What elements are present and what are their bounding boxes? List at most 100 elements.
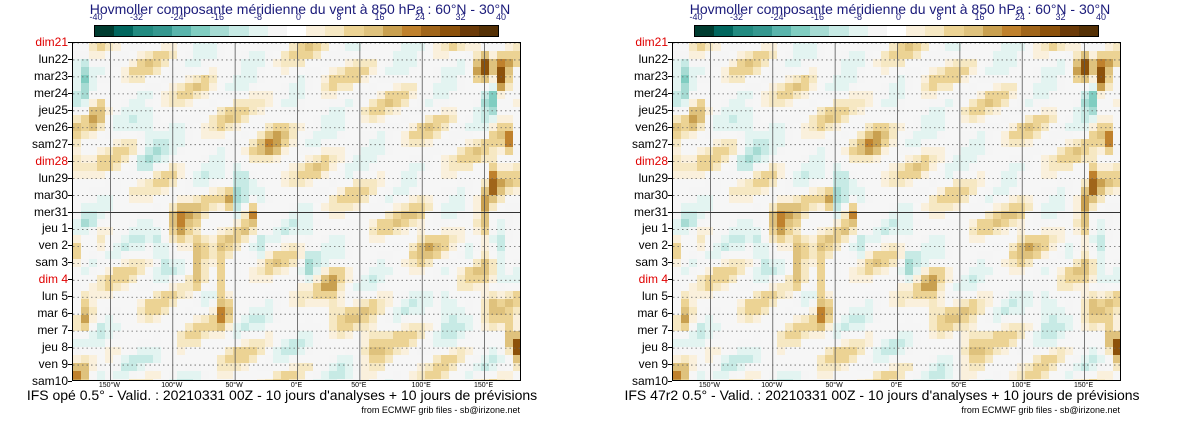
wind-field-cell bbox=[401, 211, 409, 219]
wind-field-cell bbox=[737, 163, 745, 171]
wind-field-cell bbox=[433, 91, 441, 99]
wind-field-cell bbox=[89, 251, 97, 259]
wind-field-cell bbox=[1081, 355, 1089, 363]
wind-field-cell bbox=[817, 363, 825, 371]
wind-field-cell bbox=[697, 315, 705, 323]
wind-field-cell bbox=[305, 275, 313, 283]
wind-field-cell bbox=[921, 43, 929, 51]
wind-field-cell bbox=[385, 59, 393, 67]
wind-field-cell bbox=[361, 267, 369, 275]
wind-field-cell bbox=[953, 355, 961, 363]
wind-field-cell bbox=[689, 379, 697, 380]
wind-field-cell bbox=[377, 331, 385, 339]
wind-field-cell bbox=[241, 187, 249, 195]
wind-field-cell bbox=[425, 163, 433, 171]
wind-field-cell bbox=[481, 251, 489, 259]
wind-field-cell bbox=[817, 131, 825, 139]
wind-field-cell bbox=[433, 147, 441, 155]
wind-field-cell bbox=[953, 187, 961, 195]
wind-field-cell bbox=[889, 163, 897, 171]
wind-field-cell bbox=[425, 347, 433, 355]
wind-field-cell bbox=[233, 171, 241, 179]
wind-field-cell bbox=[265, 379, 273, 380]
wind-field-cell bbox=[673, 59, 681, 67]
wind-field-cell bbox=[809, 43, 817, 51]
wind-field-cell bbox=[1033, 267, 1041, 275]
wind-field-cell bbox=[113, 131, 121, 139]
wind-field-cell bbox=[209, 179, 217, 187]
wind-field-cell bbox=[153, 275, 161, 283]
wind-field-cell bbox=[913, 163, 921, 171]
wind-field-cell bbox=[737, 59, 745, 67]
wind-field-cell bbox=[289, 43, 297, 51]
wind-field-cell bbox=[761, 291, 769, 299]
wind-field-cell bbox=[137, 307, 145, 315]
wind-field-cell bbox=[489, 267, 497, 275]
wind-field-cell bbox=[497, 211, 505, 219]
wind-field-cell bbox=[129, 163, 137, 171]
wind-field-cell bbox=[313, 339, 321, 347]
wind-field-cell bbox=[865, 251, 873, 259]
wind-field-cell bbox=[401, 187, 409, 195]
wind-field-cell bbox=[681, 203, 689, 211]
wind-field-cell bbox=[385, 123, 393, 131]
wind-field-cell bbox=[225, 123, 233, 131]
wind-field-cell bbox=[185, 243, 193, 251]
wind-field-cell bbox=[1009, 219, 1017, 227]
wind-field-cell bbox=[161, 179, 169, 187]
colorbar-swatch bbox=[344, 26, 364, 36]
wind-field-cell bbox=[369, 115, 377, 123]
wind-field-cell bbox=[857, 187, 865, 195]
wind-field-cell bbox=[113, 187, 121, 195]
wind-field-cell bbox=[505, 307, 513, 315]
y-tick-mark bbox=[68, 313, 72, 315]
wind-field-cell bbox=[337, 83, 345, 91]
wind-field-cell bbox=[889, 83, 897, 91]
wind-field-cell bbox=[393, 339, 401, 347]
wind-field-cell bbox=[793, 83, 801, 91]
wind-field-cell bbox=[841, 99, 849, 107]
wind-field-cell bbox=[1049, 115, 1057, 123]
wind-field-cell bbox=[345, 195, 353, 203]
wind-field-cell bbox=[897, 323, 905, 331]
wind-field-cell bbox=[329, 91, 337, 99]
wind-field-cell bbox=[753, 83, 761, 91]
wind-field-cell bbox=[265, 275, 273, 283]
wind-field-cell bbox=[889, 227, 897, 235]
wind-field-cell bbox=[1057, 187, 1065, 195]
wind-field-cell bbox=[961, 155, 969, 163]
wind-field-cell bbox=[913, 339, 921, 347]
wind-field-cell bbox=[457, 227, 465, 235]
wind-field-cell bbox=[1065, 139, 1073, 147]
wind-field-cell bbox=[849, 139, 857, 147]
wind-field-cell bbox=[961, 275, 969, 283]
wind-field-cell bbox=[841, 363, 849, 371]
wind-field-cell bbox=[865, 379, 873, 380]
wind-field-cell bbox=[185, 275, 193, 283]
wind-field-cell bbox=[929, 147, 937, 155]
wind-field-cell bbox=[841, 323, 849, 331]
wind-field-cell bbox=[257, 227, 265, 235]
wind-field-cell bbox=[297, 251, 305, 259]
wind-field-cell bbox=[1025, 91, 1033, 99]
wind-field-cell bbox=[1081, 99, 1089, 107]
wind-field-cell bbox=[353, 163, 361, 171]
wind-field-cell bbox=[401, 227, 409, 235]
wind-field-cell bbox=[257, 147, 265, 155]
wind-field-cell bbox=[161, 235, 169, 243]
wind-field-cell bbox=[961, 267, 969, 275]
colorbar-swatch bbox=[829, 26, 849, 36]
wind-field-cell bbox=[217, 363, 225, 371]
wind-field-cell bbox=[417, 235, 425, 243]
wind-field-cell bbox=[97, 371, 105, 379]
y-tick-mark bbox=[668, 262, 672, 264]
wind-field-cell bbox=[433, 83, 441, 91]
wind-field-cell bbox=[249, 227, 257, 235]
wind-field-cell bbox=[121, 267, 129, 275]
wind-field-cell bbox=[233, 355, 241, 363]
wind-field-cell bbox=[841, 331, 849, 339]
wind-field-cell bbox=[201, 235, 209, 243]
wind-field-cell bbox=[401, 83, 409, 91]
wind-field-cell bbox=[273, 43, 281, 51]
wind-field-cell bbox=[697, 243, 705, 251]
